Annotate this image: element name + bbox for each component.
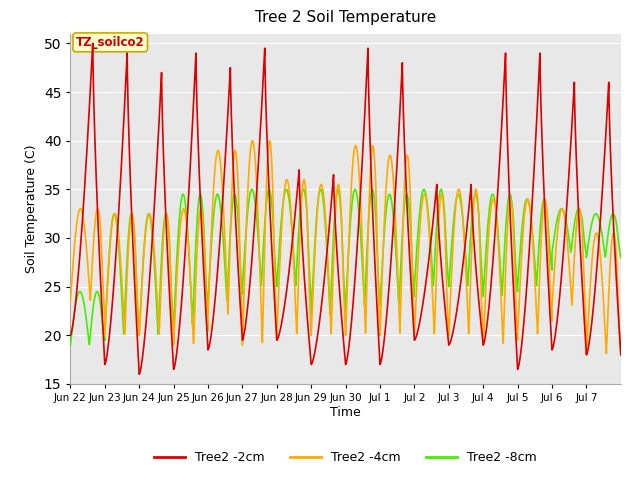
Tree2 -8cm (498, 283, 506, 288)
Tree2 -2cm (490, 252, 497, 257)
Tree2 -4cm (582, 352, 590, 358)
Tree2 -4cm (474, 192, 481, 198)
Line: Tree2 -2cm: Tree2 -2cm (70, 43, 621, 374)
Tree2 -4cm (422, 199, 430, 205)
Tree2 -4cm (67, 299, 74, 304)
Legend: Tree2 -2cm, Tree2 -4cm, Tree2 -8cm: Tree2 -2cm, Tree2 -4cm, Tree2 -8cm (149, 446, 542, 469)
Tree2 -4cm (434, 241, 442, 247)
Tree2 -8cm (474, 198, 481, 204)
Tree2 -2cm (136, 372, 143, 377)
Tree2 -2cm (162, 207, 170, 213)
Tree2 -2cm (423, 274, 431, 280)
Tree2 -8cm (490, 192, 497, 198)
X-axis label: Time: Time (330, 406, 361, 419)
Tree2 -8cm (617, 254, 625, 260)
Tree2 -8cm (161, 212, 169, 217)
Line: Tree2 -4cm: Tree2 -4cm (70, 141, 621, 355)
Tree2 -2cm (67, 333, 74, 338)
Tree2 -2cm (474, 284, 481, 289)
Tree2 -4cm (617, 352, 625, 358)
Line: Tree2 -8cm: Tree2 -8cm (70, 189, 621, 345)
Tree2 -8cm (434, 210, 442, 216)
Tree2 -2cm (434, 210, 442, 216)
Tree2 -8cm (248, 186, 256, 192)
Tree2 -4cm (490, 196, 497, 202)
Tree2 -2cm (89, 40, 97, 46)
Title: Tree 2 Soil Temperature: Tree 2 Soil Temperature (255, 11, 436, 25)
Tree2 -2cm (498, 123, 506, 129)
Tree2 -2cm (617, 352, 625, 358)
Tree2 -4cm (498, 304, 506, 310)
Y-axis label: Soil Temperature (C): Soil Temperature (C) (25, 144, 38, 273)
Tree2 -4cm (161, 215, 169, 220)
Tree2 -8cm (422, 195, 430, 201)
Tree2 -4cm (266, 138, 273, 144)
Tree2 -8cm (67, 342, 74, 348)
Text: TZ_soilco2: TZ_soilco2 (76, 36, 145, 49)
